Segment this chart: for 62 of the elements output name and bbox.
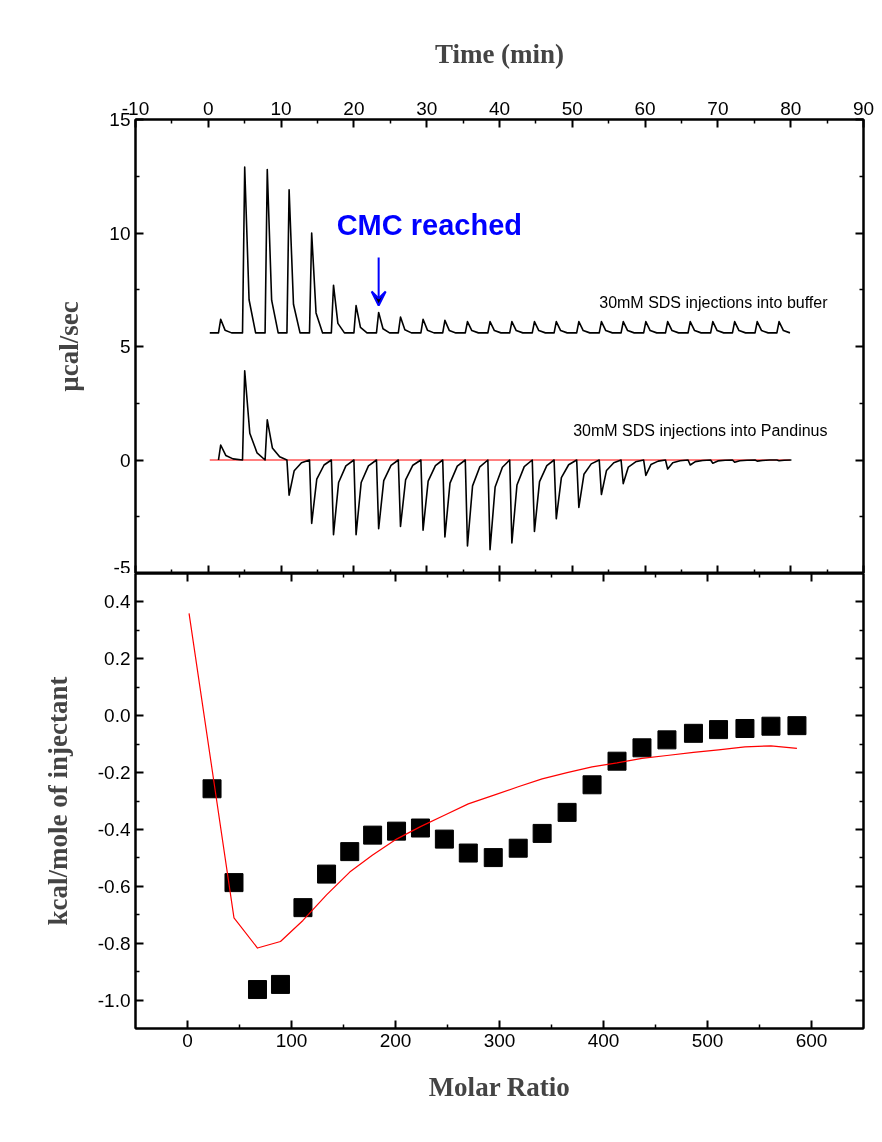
x-axis-title: Molar Ratio (428, 1071, 570, 1102)
x-tick-label: 50 (561, 97, 583, 119)
y-tick-label: -5 (113, 556, 131, 578)
point (410, 818, 430, 838)
x-tick-label: 300 (483, 1029, 516, 1051)
point (387, 821, 407, 841)
point (508, 838, 528, 858)
point (582, 775, 602, 795)
annotation: CMC reached (336, 209, 522, 242)
point (632, 738, 652, 758)
x-tick-label: 200 (379, 1029, 412, 1051)
x-tick-label: 0 (182, 1029, 193, 1051)
x-axis-title: Time (min) (434, 38, 565, 69)
point (735, 718, 755, 738)
x-tick-label: 0 (203, 97, 214, 119)
y-tick-label: -0.6 (97, 875, 131, 897)
x-tick-label: 600 (795, 1029, 828, 1051)
x-tick-label: 10 (270, 97, 292, 119)
point (340, 842, 360, 862)
point (317, 864, 337, 884)
point (247, 980, 267, 1000)
point (761, 716, 781, 736)
x-tick-label: 60 (634, 97, 656, 119)
point (483, 848, 503, 868)
y-tick-label: 5 (119, 336, 131, 357)
y-tick-label: 0.0 (104, 705, 131, 727)
point (434, 829, 454, 849)
point (787, 716, 807, 736)
point (657, 730, 677, 750)
x-tick-label: 90 (852, 97, 875, 119)
y-tick-label: 0.4 (104, 591, 131, 613)
x-tick-label: 40 (488, 97, 511, 119)
y-tick-label: -0.8 (97, 932, 131, 954)
x-tick-label: 100 (275, 1029, 308, 1051)
y-tick-label: -0.4 (97, 818, 131, 840)
y-tick-label: -0.2 (97, 762, 131, 784)
line-series (188, 612, 798, 949)
x-tick-label: 500 (691, 1029, 724, 1051)
y-tick-label: 0.2 (104, 648, 131, 670)
x-tick-label: 20 (343, 97, 365, 119)
point (607, 751, 627, 771)
x-tick-label: 80 (780, 97, 802, 119)
point (202, 779, 222, 799)
series-label: 30mM SDS injections into buffer (599, 294, 829, 312)
y-tick-label: 0 (119, 449, 131, 471)
x-tick-label: 400 (587, 1029, 620, 1051)
point (557, 802, 577, 822)
point (293, 898, 313, 918)
y-tick-label: -1.0 (97, 989, 131, 1011)
series-label: 30mM SDS injections into Pandinus (573, 421, 828, 439)
point (363, 825, 383, 845)
point (224, 873, 244, 893)
point (532, 823, 552, 843)
y-axis-title: µcal/sec (54, 301, 85, 392)
point (270, 974, 290, 994)
point (458, 843, 478, 863)
point (683, 723, 703, 743)
y-tick-label: 10 (109, 222, 131, 244)
x-tick-label: 30 (416, 97, 438, 119)
y-axis-title: kcal/mole of injectant (42, 676, 73, 926)
x-tick-label: 70 (707, 97, 729, 119)
point (709, 720, 729, 740)
